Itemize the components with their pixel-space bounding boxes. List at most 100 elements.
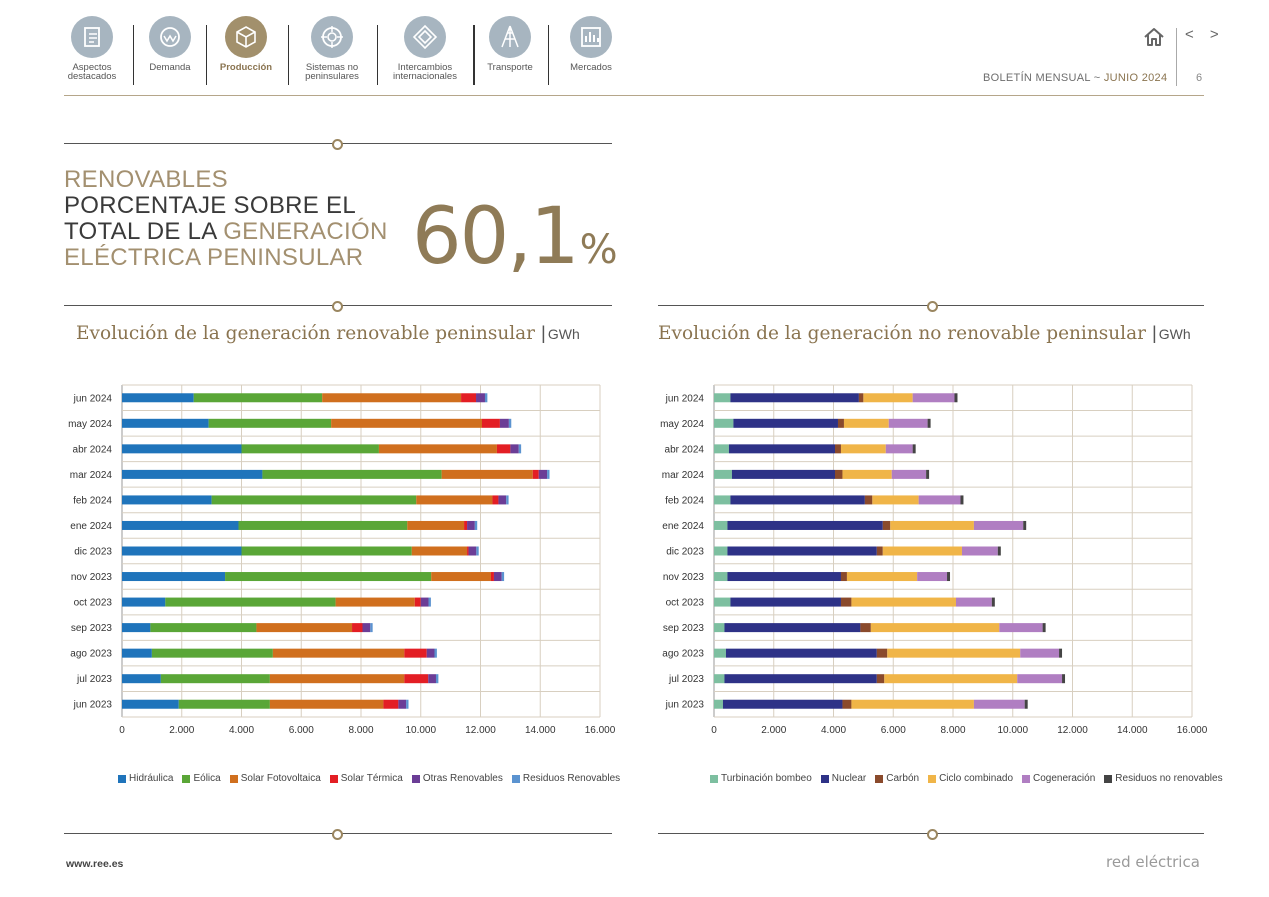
bar-segment [973,699,1025,709]
bar-segment [474,520,478,530]
legend-swatch [182,774,191,783]
bar-segment [211,495,417,505]
legend-swatch [118,774,126,783]
legend-swatch [820,774,829,783]
bar-segment [842,469,892,479]
bar-segment [912,444,916,454]
bar-segment [1059,648,1063,658]
nav-label: Intercambios internacionales [393,62,457,82]
bar-segment [122,393,194,403]
category-label: feb 2024 [665,495,704,506]
bar-segment [731,469,835,479]
bar-segment [122,418,209,428]
bar-segment [476,393,485,403]
bar-segment [151,648,273,658]
legend-swatch [710,774,718,783]
tick-label: 4.000 [821,725,846,736]
bar-segment [846,572,918,582]
nav-label-line: Aspectos [72,62,112,73]
nav-label-line: Mercados [570,62,612,73]
bar-segment [851,597,956,607]
nav-label: Demanda [149,63,190,73]
bar-segment [870,623,1000,633]
bar-segment [441,469,533,479]
headline-line3a: TOTAL DE LA [64,218,224,245]
bar-segment [1042,623,1046,633]
nav-item-demanda[interactable]: Demanda [130,16,210,72]
bar-segment [727,520,883,530]
bar-segment [1024,699,1028,709]
bar-segment [461,393,477,403]
tick-label: 6.000 [881,725,906,736]
bar-segment [724,623,861,633]
page-nav-arrows[interactable]: < > [1185,26,1225,43]
chart-unit: GWh [547,326,580,342]
bar-segment [398,699,407,709]
divider-ring [927,829,938,840]
nav-item-transporte[interactable]: Transporte [470,16,550,72]
nav-label-line: peninsulares [305,71,359,82]
bar-segment [468,546,477,556]
legend-swatch [1104,774,1113,783]
legend-swatch [1022,774,1031,783]
legend-label: Solar Fotovoltaica [240,773,321,784]
nav-separator [473,25,475,85]
nav-item-intercambios[interactable]: Intercambios internacionales [385,16,465,81]
legend-item: Residuos no renovables [1104,773,1223,784]
bar-segment [225,572,432,582]
bar-segment [484,393,488,403]
legend-label: Ciclo combinado [939,773,1014,784]
bar-segment [876,648,888,658]
legend-item: Eólica [182,773,221,784]
bar-segment [926,469,930,479]
bar-segment [498,495,507,505]
bar-segment [241,444,379,454]
category-label: ago 2023 [70,649,112,660]
category-label: may 2024 [660,419,704,430]
legend-label: Cogeneración [1033,773,1096,784]
chart-title-text: Evolución de la generación renovable pen… [76,323,536,344]
bar-segment [725,648,877,658]
bar-segment [404,648,427,658]
category-label: dic 2023 [666,547,704,558]
legend-label: Otras Renovables [422,773,503,784]
legend-item: Otras Renovables [411,773,503,784]
nav-separator [288,25,289,85]
bar-segment [122,648,152,658]
bar-segment [882,546,962,556]
footer-logo: red eléctrica [1106,853,1200,871]
bar-segment [464,520,468,530]
bar-segment [834,469,843,479]
bar-segment [947,572,951,582]
bar-segment [834,444,841,454]
bar-segment [714,546,728,556]
bar-segment [973,520,1024,530]
category-label: abr 2024 [73,444,113,455]
headline-number: 60,1 [412,192,580,282]
bar-segment [256,623,353,633]
bar-segment [961,546,998,556]
bar-segment [407,520,465,530]
nav-label-line: Intercambios [397,62,453,73]
nav-item-mercados[interactable]: Mercados [551,16,631,72]
category-label: feb 2024 [73,495,112,506]
category-label: nov 2023 [663,572,705,583]
nav-item-sistemas-no[interactable]: Sistemas no peninsulares [292,16,372,81]
bar-segment [840,444,886,454]
chart-unit: GWh [1158,326,1191,342]
category-label: jun 2024 [73,393,113,404]
bar-segment [193,393,323,403]
legend-swatch [229,774,238,783]
bar-segment [891,469,927,479]
home-icon[interactable] [1143,27,1165,47]
footer-url[interactable]: www.ree.es [66,858,124,870]
nav-item-producción[interactable]: Producción [206,16,286,72]
bar-segment [842,699,852,709]
bar-segment [467,546,469,556]
bulletin-sep: ~ [1093,72,1101,84]
nav-item-aspectos[interactable]: Aspectos destacados [52,16,132,81]
bar-segment [493,572,502,582]
bar-segment [714,444,729,454]
headline-value: 60,1% [412,192,618,295]
bar-segment [331,418,482,428]
